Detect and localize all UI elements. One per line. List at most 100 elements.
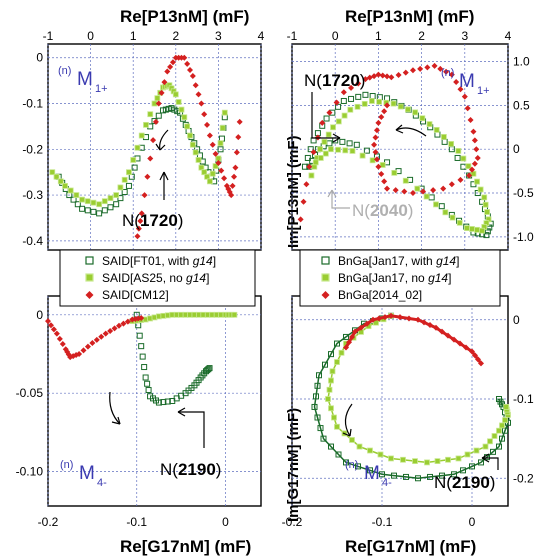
tick-label-x-top-right-4: 3 — [461, 29, 468, 43]
legend-left: SAID[FT01, with g14] SAID[AS25, no g14] … — [59, 249, 256, 307]
tick-label-x-top-left-2: 1 — [130, 29, 137, 43]
tick-label-y-bottom-left-2: -0.10 — [16, 465, 44, 479]
point-bottom-right-0-28 — [460, 467, 466, 474]
tl-label-main: M — [77, 69, 93, 90]
tr-n1720-arrowhead — [332, 133, 341, 143]
point-bottom-left-2-13 — [80, 347, 87, 354]
point-top-right-1-47 — [391, 169, 398, 176]
point-top-right-2-11 — [355, 80, 362, 87]
point-top-right-2-39 — [466, 172, 473, 179]
point-top-right-2-7 — [326, 109, 333, 116]
legend-left-marker-1 — [85, 256, 94, 265]
point-top-right-0-9 — [340, 97, 347, 104]
series-bottom-right-0 — [311, 312, 511, 482]
point-top-right-1-37 — [474, 226, 480, 233]
data-marks — [45, 54, 511, 482]
point-top-left-1-6 — [79, 196, 85, 203]
point-top-right-2-19 — [395, 71, 402, 78]
point-bottom-left-0-12 — [155, 399, 162, 406]
bottom-left-x-title: Re[G17nM] (mF) — [120, 537, 251, 556]
point-top-left-1-48 — [221, 109, 228, 116]
point-bottom-right-1-35 — [502, 417, 508, 424]
point-top-left-2-31 — [218, 167, 225, 174]
point-top-left-1-15 — [126, 169, 132, 176]
point-top-left-1-34 — [184, 123, 191, 130]
point-bottom-right-2-22 — [472, 352, 478, 359]
point-top-right-1-56 — [317, 155, 324, 161]
tl-n1720-arrowhead — [159, 171, 169, 181]
point-top-left-2-29 — [212, 150, 219, 157]
point-top-right-2-10 — [348, 84, 355, 91]
tick-label-x-bottom-right-1: -0.1 — [372, 515, 393, 529]
point-top-left-2-5 — [144, 173, 151, 180]
point-top-left-2-1 — [135, 225, 142, 232]
point-top-right-2-44 — [420, 188, 427, 195]
point-top-left-2-13 — [167, 63, 174, 70]
point-top-left-2-0 — [134, 233, 141, 240]
point-bottom-right-1-28 — [464, 451, 471, 458]
point-top-right-1-39 — [464, 225, 470, 231]
point-bottom-right-0-6 — [334, 340, 340, 347]
point-top-right-2-8 — [333, 99, 340, 106]
tick-label-y-top-right-2: 0 — [513, 142, 520, 156]
series-line-bottom-right-0 — [313, 315, 509, 480]
point-top-right-1-11 — [361, 101, 368, 107]
point-bottom-right-0-20 — [367, 467, 373, 474]
point-top-left-1-17 — [134, 144, 141, 151]
point-top-left-1-43 — [209, 170, 216, 177]
point-top-left-2-20 — [187, 66, 193, 73]
bl-label-main: M — [79, 463, 95, 484]
point-top-right-1-23 — [448, 141, 455, 147]
point-bottom-right-1-14 — [331, 414, 337, 421]
point-top-right-2-30 — [461, 93, 468, 100]
point-bottom-right-2-11 — [406, 315, 412, 322]
point-top-left-2-11 — [161, 79, 168, 86]
legend-right: BnGa[Jan17, with g14] BnGa[Jan17, no g14… — [299, 249, 501, 307]
point-top-left-0-5 — [74, 201, 81, 208]
point-top-left-0-12 — [113, 201, 120, 208]
point-top-left-2-37 — [229, 182, 236, 189]
point-bottom-right-0-17 — [335, 451, 342, 458]
point-bottom-right-2-1 — [346, 339, 352, 346]
point-top-right-1-6 — [330, 124, 336, 131]
point-top-right-2-52 — [373, 156, 380, 163]
point-top-right-1-21 — [433, 127, 440, 133]
point-top-left-1-38 — [195, 157, 202, 163]
point-top-left-1-5 — [73, 192, 80, 198]
point-top-right-1-53 — [335, 146, 341, 153]
point-top-left-1-13 — [117, 184, 124, 191]
bl-n2190-arrowhead — [177, 407, 186, 417]
point-top-right-2-45 — [409, 190, 416, 197]
br-label-sup: (n) — [345, 459, 358, 471]
point-top-right-0-51 — [353, 141, 360, 148]
point-top-left-2-30 — [215, 160, 222, 167]
point-top-right-1-3 — [317, 146, 323, 153]
top-right-y-title: Im[P13nM] (mF) — [285, 135, 302, 248]
point-bottom-right-1-15 — [334, 423, 340, 430]
point-top-right-1-28 — [474, 178, 480, 185]
point-top-left-1-36 — [189, 141, 196, 148]
point-bottom-left-0-5 — [141, 364, 148, 371]
point-top-left-1-47 — [219, 125, 226, 131]
point-top-left-1-8 — [90, 199, 97, 206]
point-top-left-0-17 — [131, 164, 138, 171]
point-top-left-2-19 — [184, 60, 191, 67]
point-top-left-2-18 — [181, 54, 188, 61]
point-top-left-1-14 — [121, 176, 128, 183]
point-top-right-0-43 — [438, 203, 445, 210]
point-bottom-left-0-6 — [142, 374, 149, 381]
point-bottom-right-0-7 — [328, 351, 334, 358]
point-top-right-0-6 — [323, 115, 330, 122]
legend-left-entry-2: SAID[AS25, no g14] — [102, 271, 209, 285]
point-top-right-1-52 — [342, 147, 349, 154]
point-bottom-right-0-16 — [328, 443, 334, 450]
point-top-left-1-3 — [62, 183, 68, 189]
point-top-right-0-50 — [363, 147, 370, 154]
br-label-sub: 4- — [382, 477, 392, 489]
legend-right-entry-2: BnGa[Jan17, no g14] — [338, 271, 451, 285]
legend-left-entry-1: SAID[FT01, with g14] — [102, 254, 216, 268]
point-bottom-right-0-11 — [313, 393, 319, 400]
point-bottom-right-0-21 — [379, 471, 385, 478]
point-top-left-0-14 — [121, 189, 128, 196]
point-top-left-1-18 — [138, 132, 145, 139]
